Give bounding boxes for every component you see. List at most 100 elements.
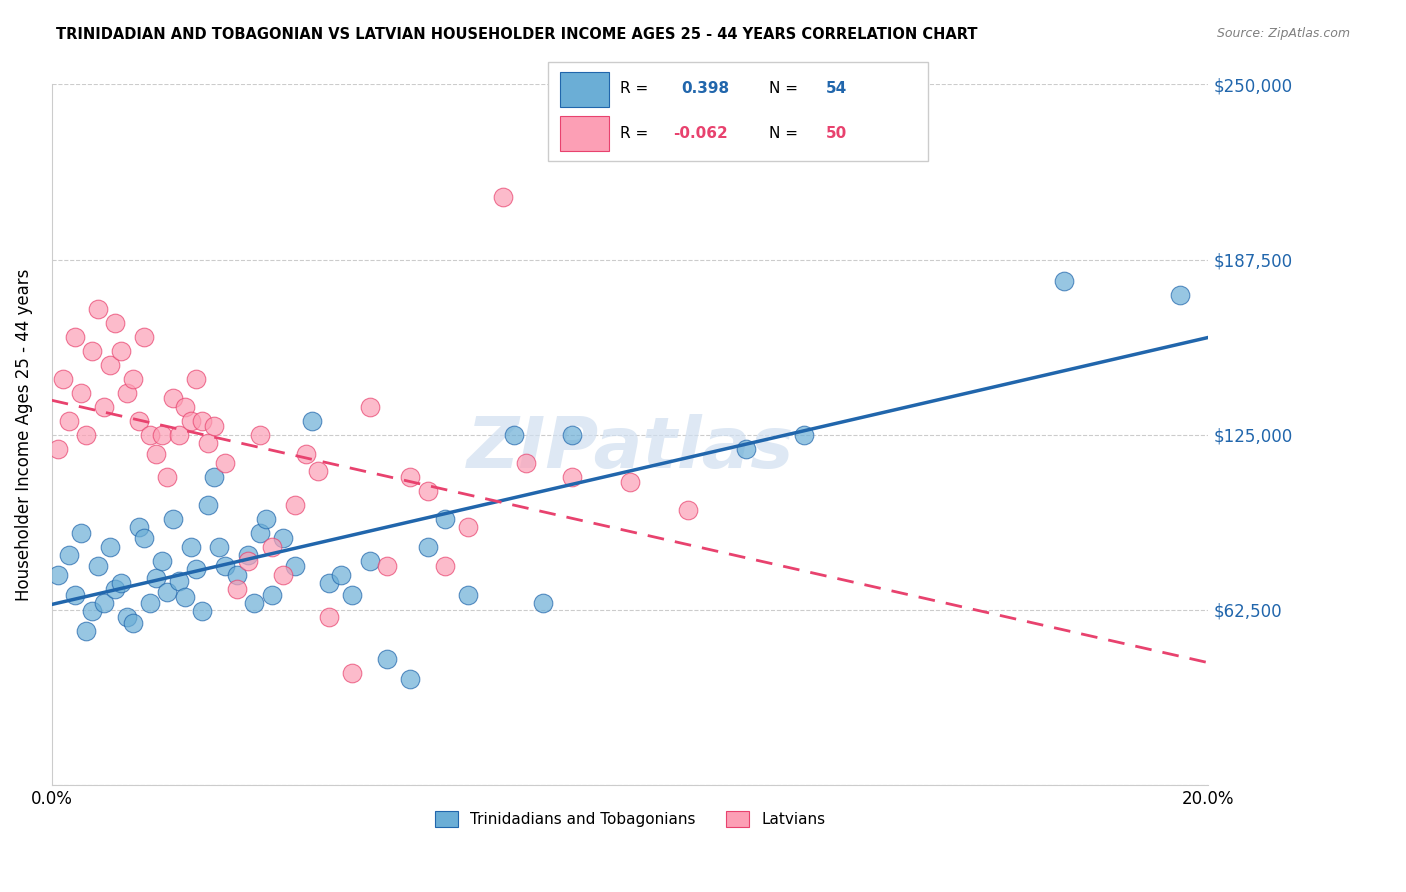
- Point: [238, 549, 260, 563]
- Point: [173, 400, 195, 414]
- Point: [284, 559, 307, 574]
- Point: [162, 512, 184, 526]
- Legend: Trinidadians and Tobagonians, Latvians: Trinidadians and Tobagonians, Latvians: [429, 805, 831, 833]
- Point: [619, 475, 641, 490]
- Point: [121, 615, 143, 630]
- Text: R =: R =: [620, 126, 648, 141]
- Point: [75, 624, 97, 638]
- Point: [87, 301, 110, 316]
- Point: [416, 540, 439, 554]
- Point: [359, 554, 381, 568]
- Point: [676, 503, 699, 517]
- Text: 50: 50: [825, 126, 846, 141]
- Point: [115, 610, 138, 624]
- Text: N =: N =: [769, 126, 797, 141]
- Text: N =: N =: [769, 81, 797, 96]
- Point: [115, 385, 138, 400]
- Point: [208, 540, 231, 554]
- Point: [110, 343, 132, 358]
- Point: [375, 559, 398, 574]
- Point: [225, 568, 247, 582]
- Point: [375, 652, 398, 666]
- Point: [87, 559, 110, 574]
- Point: [180, 540, 202, 554]
- Point: [191, 604, 214, 618]
- Point: [202, 419, 225, 434]
- Point: [139, 427, 162, 442]
- Point: [82, 343, 104, 358]
- Point: [150, 427, 173, 442]
- Point: [162, 392, 184, 406]
- Point: [197, 498, 219, 512]
- Point: [93, 400, 115, 414]
- Point: [69, 385, 91, 400]
- Point: [52, 372, 75, 386]
- Point: [254, 512, 277, 526]
- Text: Source: ZipAtlas.com: Source: ZipAtlas.com: [1216, 27, 1350, 40]
- Point: [145, 447, 167, 461]
- Point: [301, 414, 323, 428]
- Point: [197, 436, 219, 450]
- Point: [295, 447, 318, 461]
- Point: [58, 549, 80, 563]
- Point: [359, 400, 381, 414]
- Point: [225, 582, 247, 596]
- Point: [434, 559, 457, 574]
- Point: [167, 574, 190, 588]
- Point: [492, 189, 515, 203]
- Point: [110, 576, 132, 591]
- Text: ZIPatlas: ZIPatlas: [467, 414, 794, 483]
- Point: [128, 520, 150, 534]
- Point: [104, 582, 127, 596]
- Point: [793, 427, 815, 442]
- Point: [93, 596, 115, 610]
- Point: [503, 427, 526, 442]
- Point: [561, 470, 583, 484]
- Y-axis label: Householder Income Ages 25 - 44 years: Householder Income Ages 25 - 44 years: [15, 268, 32, 601]
- Point: [416, 483, 439, 498]
- Point: [156, 584, 179, 599]
- Point: [186, 372, 208, 386]
- Point: [531, 596, 554, 610]
- Point: [249, 525, 271, 540]
- Point: [69, 525, 91, 540]
- Point: [399, 672, 422, 686]
- Point: [98, 540, 121, 554]
- Point: [457, 587, 479, 601]
- Point: [63, 329, 86, 343]
- Point: [150, 554, 173, 568]
- Point: [173, 591, 195, 605]
- Point: [238, 554, 260, 568]
- Point: [271, 532, 294, 546]
- Point: [139, 596, 162, 610]
- Point: [342, 665, 364, 680]
- Point: [243, 596, 266, 610]
- FancyBboxPatch shape: [560, 116, 609, 151]
- Point: [82, 604, 104, 618]
- Point: [214, 456, 236, 470]
- Point: [284, 498, 307, 512]
- Point: [98, 358, 121, 372]
- Point: [260, 587, 283, 601]
- Text: 0.398: 0.398: [682, 81, 730, 96]
- Point: [134, 329, 156, 343]
- Point: [434, 512, 457, 526]
- Point: [191, 414, 214, 428]
- Point: [1168, 287, 1191, 301]
- Text: 54: 54: [825, 81, 846, 96]
- Point: [342, 587, 364, 601]
- Point: [180, 414, 202, 428]
- Point: [156, 470, 179, 484]
- Point: [457, 520, 479, 534]
- Point: [186, 562, 208, 576]
- Point: [561, 427, 583, 442]
- Point: [214, 559, 236, 574]
- Point: [134, 532, 156, 546]
- Point: [202, 470, 225, 484]
- Point: [63, 587, 86, 601]
- Point: [145, 571, 167, 585]
- Point: [734, 442, 756, 456]
- Point: [58, 414, 80, 428]
- Point: [329, 568, 352, 582]
- Point: [128, 414, 150, 428]
